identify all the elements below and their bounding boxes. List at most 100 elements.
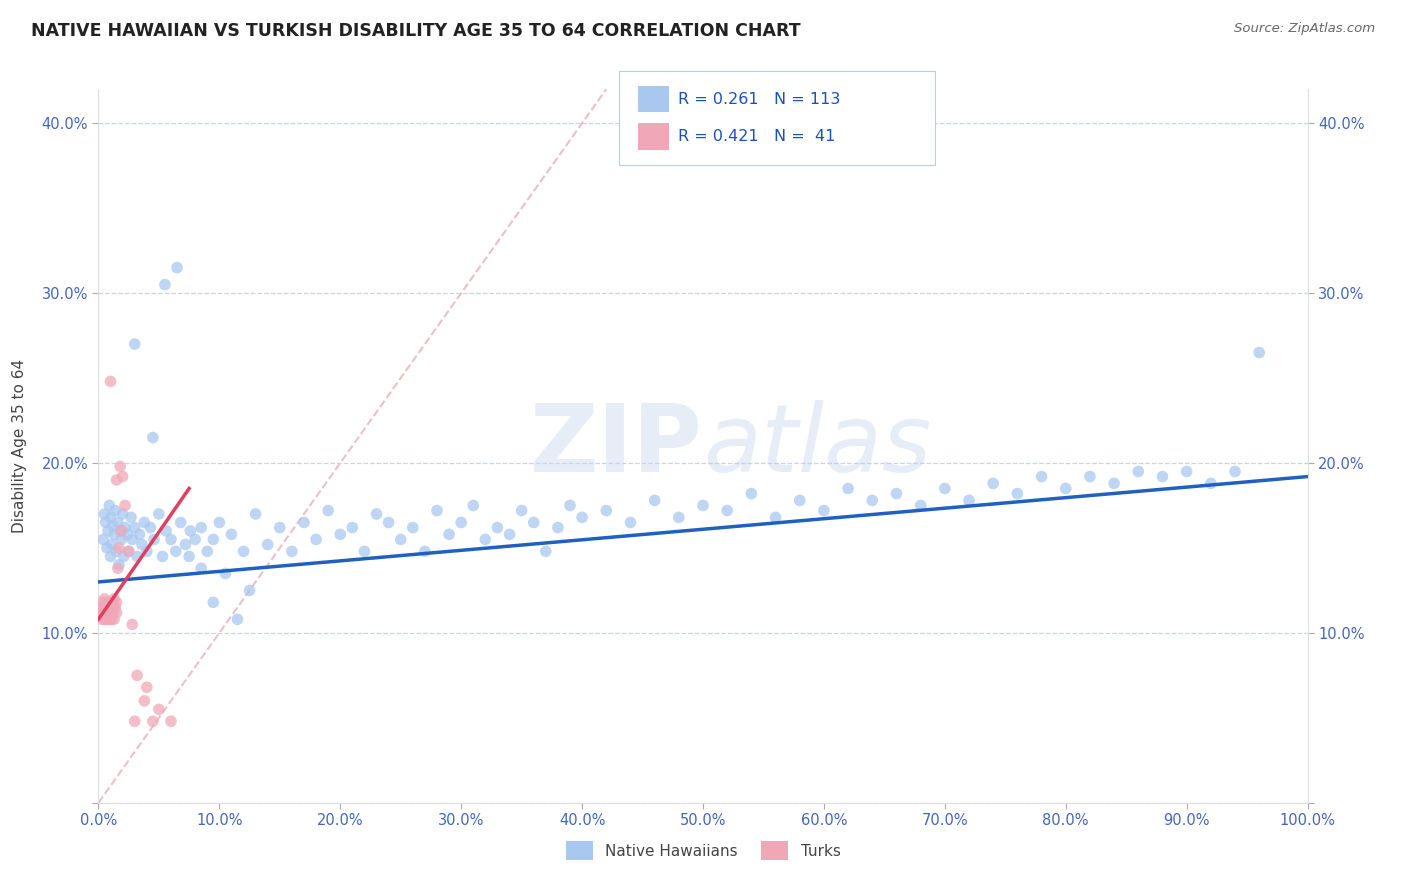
Point (91, 612, 114, 626)
Point (534, 544, 557, 558)
Point (202, 595, 225, 609)
Point (142, 714, 165, 729)
Point (100, 549, 122, 564)
Point (97, 606, 120, 620)
Point (1054, 482, 1077, 496)
Point (160, 714, 183, 729)
Point (104, 600, 127, 615)
Point (134, 516, 156, 530)
Point (153, 277, 176, 292)
Point (179, 524, 201, 538)
Point (353, 544, 375, 558)
Point (571, 510, 593, 524)
Point (1249, 345, 1271, 359)
Point (108, 459, 131, 474)
Point (105, 544, 128, 558)
Point (547, 520, 569, 534)
Point (101, 600, 124, 615)
Point (226, 612, 249, 626)
Point (208, 516, 231, 530)
Point (558, 499, 581, 513)
Point (93, 591, 115, 606)
Point (90, 608, 112, 623)
Point (98, 595, 121, 609)
Point (101, 606, 124, 620)
Point (135, 680, 157, 694)
Point (93, 612, 115, 626)
Point (232, 544, 254, 558)
Point (124, 337, 146, 351)
Point (100, 510, 122, 524)
Point (1078, 469, 1101, 483)
Point (139, 520, 162, 534)
Point (281, 544, 304, 558)
Point (100, 600, 122, 615)
Point (413, 544, 436, 558)
Point (1175, 465, 1198, 479)
Point (142, 430, 165, 444)
Point (135, 544, 157, 558)
Point (166, 260, 188, 275)
Point (214, 566, 236, 581)
Point (1223, 465, 1246, 479)
Point (94, 612, 117, 626)
Point (104, 503, 127, 517)
Point (105, 595, 128, 609)
Point (292, 516, 315, 530)
Point (121, 533, 143, 547)
Point (789, 493, 811, 508)
Point (94, 600, 117, 615)
Point (389, 533, 412, 547)
Point (97, 600, 120, 615)
Point (96, 595, 118, 609)
Point (329, 527, 352, 541)
Point (152, 549, 174, 564)
Point (716, 503, 738, 517)
Point (124, 714, 146, 729)
Point (190, 520, 212, 534)
Point (474, 533, 496, 547)
Point (813, 503, 835, 517)
Point (437, 527, 460, 541)
Point (1102, 476, 1125, 491)
Point (910, 499, 932, 513)
Point (148, 702, 170, 716)
Point (100, 595, 122, 609)
Point (107, 561, 129, 575)
Point (498, 527, 520, 541)
Point (111, 507, 134, 521)
Point (97, 524, 120, 538)
Point (127, 668, 149, 682)
Point (98, 608, 121, 623)
Text: ZIP: ZIP (530, 400, 703, 492)
Point (239, 583, 262, 598)
Point (110, 524, 132, 538)
Point (1199, 476, 1222, 491)
Point (165, 544, 187, 558)
Point (117, 527, 139, 541)
Point (121, 617, 143, 632)
Point (94, 608, 117, 623)
Legend: Native Hawaiians, Turks: Native Hawaiians, Turks (560, 835, 846, 866)
Point (245, 507, 267, 521)
Point (91, 595, 114, 609)
Point (143, 533, 166, 547)
Point (169, 516, 191, 530)
Point (107, 516, 129, 530)
Point (1128, 465, 1150, 479)
Point (486, 520, 509, 534)
Point (1007, 486, 1029, 500)
Text: Source: ZipAtlas.com: Source: ZipAtlas.com (1234, 22, 1375, 36)
Point (377, 516, 399, 530)
Point (105, 473, 128, 487)
Point (174, 537, 197, 551)
Point (668, 510, 690, 524)
Point (1152, 469, 1174, 483)
Text: atlas: atlas (703, 401, 931, 491)
Point (957, 493, 980, 508)
Point (96, 541, 118, 555)
Point (114, 520, 136, 534)
Point (101, 519, 124, 533)
Point (89, 600, 111, 615)
Point (1031, 469, 1053, 483)
